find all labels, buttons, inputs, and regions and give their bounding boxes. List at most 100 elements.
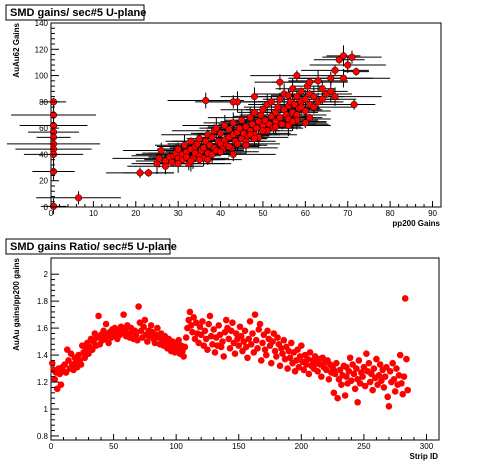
data-point xyxy=(225,335,233,343)
data-point xyxy=(187,157,195,165)
y-tick-label: 0.8 xyxy=(37,432,49,441)
data-point xyxy=(318,373,325,380)
data-point xyxy=(180,353,187,360)
data-point xyxy=(232,330,240,337)
data-point xyxy=(361,382,369,390)
data-point xyxy=(157,146,165,155)
data-point xyxy=(385,402,393,410)
data-point xyxy=(217,148,225,156)
data-point xyxy=(250,108,259,116)
y-tick-label: 140 xyxy=(35,19,49,28)
y-axis-label: AuAu62 Gains xyxy=(12,22,21,77)
data-point xyxy=(300,366,308,374)
data-point xyxy=(240,338,248,345)
data-point xyxy=(343,373,350,380)
data-point xyxy=(250,93,259,101)
data-point xyxy=(318,95,326,103)
data-point xyxy=(301,119,309,127)
data-point xyxy=(57,381,65,389)
data-point xyxy=(251,311,259,318)
x-axis-label: Strip ID xyxy=(410,452,439,461)
data-point xyxy=(404,386,412,394)
data-point xyxy=(272,123,280,131)
data-point xyxy=(219,338,226,345)
data-point xyxy=(331,93,339,101)
data-point xyxy=(356,380,364,387)
y-tick-label: 2 xyxy=(44,270,49,279)
data-point xyxy=(236,323,244,331)
data-point xyxy=(204,346,211,353)
data-point xyxy=(206,312,214,320)
data-point xyxy=(217,129,225,137)
data-point xyxy=(267,359,275,367)
data-point xyxy=(75,351,82,359)
data-point xyxy=(237,332,245,340)
x-tick-label: 0 xyxy=(49,209,54,218)
data-point xyxy=(279,350,286,358)
data-point xyxy=(105,339,112,347)
data-point xyxy=(220,353,228,360)
gains-scatter-chart: SMD gains/ sec#5 U-plane 0 10 20 30 40 50 60 70… xyxy=(5,4,442,228)
data-point xyxy=(278,120,286,128)
data-point xyxy=(384,393,391,401)
data-point xyxy=(403,355,410,363)
data-point xyxy=(195,339,202,347)
data-point xyxy=(222,316,230,324)
data-point xyxy=(373,355,380,363)
data-point xyxy=(350,100,358,109)
data-point xyxy=(289,118,297,126)
data-point xyxy=(369,386,376,394)
data-point xyxy=(102,320,110,328)
data-points xyxy=(48,295,412,410)
data-point xyxy=(174,160,182,168)
data-point xyxy=(136,169,144,177)
data-point xyxy=(231,350,239,358)
data-point xyxy=(343,363,350,371)
data-point xyxy=(376,361,384,368)
data-point xyxy=(225,142,233,151)
data-point xyxy=(333,359,340,367)
data-point xyxy=(330,389,338,397)
data-point xyxy=(269,338,276,345)
data-point xyxy=(161,162,170,170)
x-tick-label: 40 xyxy=(216,209,225,218)
data-point xyxy=(259,106,267,114)
data-point xyxy=(259,127,267,135)
data-point xyxy=(310,103,318,111)
data-point xyxy=(187,322,195,329)
data-point xyxy=(261,346,269,353)
data-point xyxy=(185,316,192,324)
data-point xyxy=(95,312,102,320)
data-point xyxy=(277,345,285,352)
data-point xyxy=(314,367,321,375)
data-point xyxy=(190,314,197,321)
data-point xyxy=(310,93,318,101)
data-point xyxy=(229,119,237,127)
data-point xyxy=(293,93,301,101)
data-point xyxy=(255,326,263,333)
data-point xyxy=(341,392,349,399)
y-tick-label: 1.8 xyxy=(37,297,49,306)
data-point xyxy=(298,342,305,349)
data-point xyxy=(217,343,225,351)
y-tick-label: 120 xyxy=(35,45,49,54)
data-point xyxy=(247,340,255,348)
data-point xyxy=(175,336,182,344)
data-point xyxy=(140,323,147,331)
data-point xyxy=(264,327,271,335)
data-point xyxy=(249,330,256,337)
data-point xyxy=(305,370,313,378)
data-point xyxy=(147,322,155,329)
data-point xyxy=(381,373,389,380)
data-point xyxy=(242,141,250,149)
data-point xyxy=(286,354,294,362)
data-point xyxy=(297,87,305,95)
data-point xyxy=(323,366,330,374)
data-point xyxy=(209,340,216,348)
data-point xyxy=(202,96,210,105)
data-point xyxy=(353,365,360,372)
data-point xyxy=(363,350,370,358)
plot-frame xyxy=(50,257,440,441)
data-point xyxy=(132,331,140,339)
data-point xyxy=(195,156,203,164)
